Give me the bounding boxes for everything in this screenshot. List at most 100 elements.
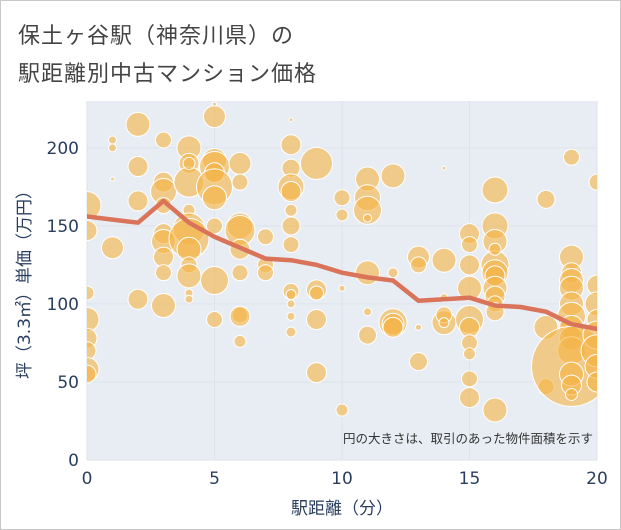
data-bubble [125,111,151,137]
chart-title-line2: 駅距離別中古マンション価格 [18,62,318,87]
data-bubble [127,156,149,178]
data-bubble [415,323,422,331]
data-bubble [355,260,380,286]
y-tick-label: 150 [47,217,79,237]
data-bubble [184,294,194,304]
data-bubble [87,364,97,384]
data-bubble [87,285,95,301]
data-bubble [438,317,450,329]
x-tick-label: 20 [586,469,608,489]
data-bubble [153,246,174,268]
data-bubble [410,256,427,274]
data-bubble [563,148,580,166]
data-bubble [231,173,249,191]
data-bubble [431,247,457,273]
data-bubble [363,307,372,317]
data-bubble [409,352,428,372]
data-bubble [155,131,172,149]
data-bubble [229,305,251,327]
data-bubble [335,208,349,222]
data-bubble [151,292,176,318]
data-bubble [257,228,274,246]
data-bubble [284,203,298,217]
y-tick-label: 100 [47,295,79,315]
y-tick-label: 200 [47,139,79,159]
data-bubble [101,236,124,260]
data-bubble [87,341,97,361]
data-bubble [481,176,509,204]
data-bubble [176,263,202,289]
data-bubble [482,397,508,423]
data-bubble [127,288,149,310]
x-axis-label: 駅距離（分） [291,499,393,519]
data-bubble [588,173,597,191]
data-bubble [586,274,597,296]
data-bubble [441,165,447,171]
data-bubble [536,189,556,209]
data-bubble [87,191,102,221]
data-bubble [212,101,217,107]
data-bubble [206,217,223,235]
y-tick-label: 50 [57,373,79,393]
x-tick-label: 0 [82,469,93,489]
bubble-size-note: 円の大きさは、取引のあった物件面積を示す [343,431,593,446]
chart-title-line1: 保土ヶ谷駅（神奈川県）の [18,24,295,49]
data-bubble [110,176,115,182]
data-bubble [333,189,351,207]
data-bubble [363,213,372,223]
data-bubble [286,299,296,309]
data-bubble [108,143,117,153]
data-bubble [257,264,274,282]
axis-ticks: 0 50 100 150 200 0 5 10 15 20 [47,139,608,489]
data-bubble [285,289,297,301]
data-bubble [358,325,377,345]
data-bubble [382,316,404,338]
data-bubble [459,387,480,409]
data-bubble [309,285,324,301]
trend-line [87,198,597,332]
data-bubble [565,387,578,401]
data-bubble [300,146,333,180]
data-bubble [87,220,98,242]
data-bubble [457,275,482,301]
data-bubble [231,264,249,282]
x-tick-label: 10 [331,469,353,489]
data-bubble [380,163,406,189]
data-bubble [335,403,349,417]
y-axis-label: 坪（3.3㎡）単価（万円） [15,182,35,379]
data-bubble [459,254,480,276]
x-tick-label: 15 [459,469,481,489]
data-bubble [306,309,327,331]
data-bubble [353,195,382,225]
data-bubble [127,190,149,212]
data-bubble [182,156,196,170]
data-bubble [338,284,346,292]
data-bubble [306,362,327,384]
data-bubble [202,185,227,211]
data-bubble [463,347,476,361]
data-bubble [280,134,302,156]
data-bubble [488,242,502,256]
data-bubble [461,236,478,254]
data-bubble [288,117,294,123]
data-bubble [459,316,480,338]
data-bubble [155,264,172,282]
data-bubble [108,135,117,145]
y-tick-label: 0 [68,451,79,471]
data-bubble [586,371,597,393]
data-bubble [203,105,226,129]
data-bubble [286,311,296,321]
data-bubble [282,236,300,254]
data-bubble [280,181,302,203]
data-bubble [285,326,297,338]
data-bubble [281,216,301,236]
data-bubble [387,267,399,279]
data-bubble [461,370,478,388]
data-bubble [206,311,223,329]
data-bubble [200,266,229,295]
data-bubble [233,334,247,348]
data-bubble [87,307,100,333]
data-bubble [228,151,252,175]
x-tick-label: 5 [209,469,220,489]
